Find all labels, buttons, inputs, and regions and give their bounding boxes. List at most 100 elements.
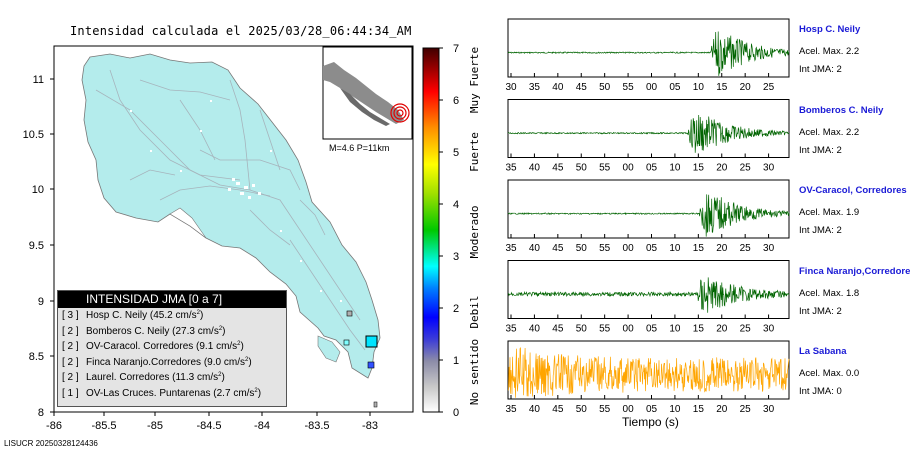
colorbar-category-label: Fuerte: [468, 132, 481, 172]
inset-map: [322, 46, 413, 140]
legend-row: [ 2 ] Finca Naranjo.Corredores (9.0 cm/s2…: [58, 355, 286, 371]
legend-station: OV-Las Cruces. Puntarenas: [86, 387, 211, 399]
waveform-tick-label: 40: [529, 163, 541, 174]
x-tick-label: -84.5: [196, 420, 221, 432]
waveform-accel-max: Acel. Max. 0.0: [799, 368, 860, 379]
waveform-tick-label: 05: [646, 404, 658, 415]
legend-level: [ 3 ]: [62, 310, 79, 321]
waveform-tick-label: 35: [505, 243, 517, 254]
waveform-tick-label: 10: [693, 82, 705, 93]
waveform-accel-max: Acel. Max. 2.2: [799, 46, 860, 57]
waveform-tick-label: 25: [763, 82, 775, 93]
legend-level: [ 2 ]: [62, 341, 79, 353]
colorbar-tick-label: 0: [453, 407, 459, 419]
legend-unit: cm/s: [216, 341, 238, 353]
colorbar-tick-label: 4: [453, 199, 459, 211]
station-marker-ov-las-cruces: [346, 310, 353, 317]
waveform-tick-label: 25: [740, 163, 752, 174]
colorbar-tick-label: 1: [453, 355, 459, 367]
waveform-panel: 35 40 45 50 55 00 05 10 15 20 25 30: [505, 179, 790, 254]
waveform-tick-label: 50: [576, 324, 588, 335]
colorbar-category-label: Debil: [468, 295, 481, 328]
colorbar-tick-label: 2: [453, 303, 459, 315]
waveform-tick-label: 40: [552, 82, 564, 93]
legend-station: Finca Naranjo.Corredores: [86, 356, 202, 368]
y-tick-label: 8: [38, 407, 44, 419]
waveform-tick-label: 50: [576, 163, 588, 174]
waveform-tick-label: 55: [599, 243, 611, 254]
station-marker-laurel: [343, 339, 350, 346]
waveform-tick-label: 30: [763, 163, 775, 174]
waveform-tick-label: 00: [623, 163, 635, 174]
colorbar-category-label: Moderado: [468, 206, 481, 259]
x-tick-label: -85.5: [91, 420, 116, 432]
waveform-tick-label: 45: [552, 324, 564, 335]
legend-pga: 9.0: [207, 356, 222, 368]
waveform-tick-label: 35: [505, 163, 517, 174]
legend-pga: 9.1: [199, 341, 214, 353]
waveform-trace: [507, 277, 790, 313]
costa-rica-landmass: [81, 53, 381, 379]
legend-unit-exp: 2: [218, 372, 222, 379]
waveform-station-name: Finca Naranjo,Corredores: [799, 265, 910, 277]
waveform-panel: 30 35 40 45 50 55 00 05 10 15 20 25: [505, 18, 790, 93]
waveform-int-jma: Int JMA: 0: [799, 386, 842, 397]
waveform-int-jma: Int JMA: 2: [799, 305, 842, 317]
waveform-tick-label: 10: [669, 243, 681, 254]
y-tick-label: 9.5: [29, 240, 44, 252]
waveform-tick-label: 40: [529, 243, 541, 254]
waveform-tick-label: 30: [763, 324, 775, 335]
waveform-tick-label: 45: [552, 163, 564, 174]
waveform-tick-label: 35: [505, 324, 517, 335]
waveform-tick-label: 50: [576, 404, 588, 415]
legend-unit-exp: 2: [237, 341, 241, 348]
legend-level: [ 2 ]: [62, 356, 79, 368]
waveform-tick-label: 45: [576, 82, 588, 93]
waveform-tick-label: 40: [529, 324, 541, 335]
legend-pga: 11.3: [175, 372, 195, 384]
legend-rows: [ 3 ] Hosp C. Neily (45.2 cm/s2)[ 2 ] Bomb…: [58, 308, 286, 402]
intensity-colorbar: 0 1 2 3 4 5 6 7 No sentido Debil Moderad…: [422, 44, 481, 419]
station-marker-hosp-c-neily: [365, 335, 378, 348]
waveform-station-name: OV-Caracol, Corredores: [799, 185, 907, 196]
waveform-trace: [507, 194, 790, 237]
waveform-tick-label: 00: [646, 82, 658, 93]
colorbar-tick-label: 7: [453, 44, 459, 55]
legend-station: OV-Caracol. Corredores: [86, 341, 194, 353]
waveform-tick-label: 55: [599, 324, 611, 335]
waveform-tick-label: 25: [740, 404, 752, 415]
y-tick-label: 8.5: [29, 351, 44, 363]
waveform-tick-label: 10: [669, 404, 681, 415]
waveform-tick-label: 45: [552, 404, 564, 415]
waveform-tick-label: 30: [505, 82, 517, 93]
legend-station: Laurel. Corredores: [86, 372, 170, 384]
legend-unit-exp: 2: [218, 325, 223, 332]
waveform-trace: [507, 347, 790, 398]
legend-station: Bomberos C. Neily: [86, 325, 170, 337]
waveform-tick-label: 30: [763, 243, 775, 254]
waveform-tick-label: 00: [623, 404, 635, 415]
y-tick-label: 10.5: [23, 129, 44, 141]
waveform-panel: 35 40 45 50 55 00 05 10 15 20 25 30: [505, 99, 790, 174]
legend-title: INTENSIDAD JMA [0 a 7]: [58, 291, 286, 308]
intensity-legend: INTENSIDAD JMA [0 a 7] [ 3 ] Hosp C. Neil…: [57, 290, 287, 407]
legend-level: [ 1 ]: [62, 387, 79, 399]
legend-pga: 45.2: [153, 310, 173, 321]
waveform-tick-label: 40: [529, 404, 541, 415]
waveform-tick-label: 50: [576, 243, 588, 254]
waveform-tick-label: 15: [693, 243, 705, 254]
waveform-int-jma: Int JMA: 2: [799, 64, 842, 75]
waveform-int-jma: Int JMA: 2: [799, 144, 842, 156]
colorbar-category-label: No sentido: [468, 339, 481, 405]
station-marker-corredores: [367, 361, 375, 369]
x-tick-label: -85: [147, 420, 163, 432]
waveform-tick-label: 15: [693, 163, 705, 174]
map-title: Intensidad calculada el 2025/03/28_06:44…: [70, 24, 412, 38]
waveform-panel: 35 40 45 50 55 00 05 10 15 20 25 30: [505, 340, 790, 415]
waveform-tick-label: 05: [646, 163, 658, 174]
waveform-accel-max: Acel. Max. 1.8: [799, 287, 860, 299]
x-axis-ticks: [53, 412, 371, 416]
waveform-tick-label: 20: [716, 324, 728, 335]
legend-unit-exp: 2: [254, 387, 258, 394]
waveform-tick-label: 35: [529, 82, 541, 93]
